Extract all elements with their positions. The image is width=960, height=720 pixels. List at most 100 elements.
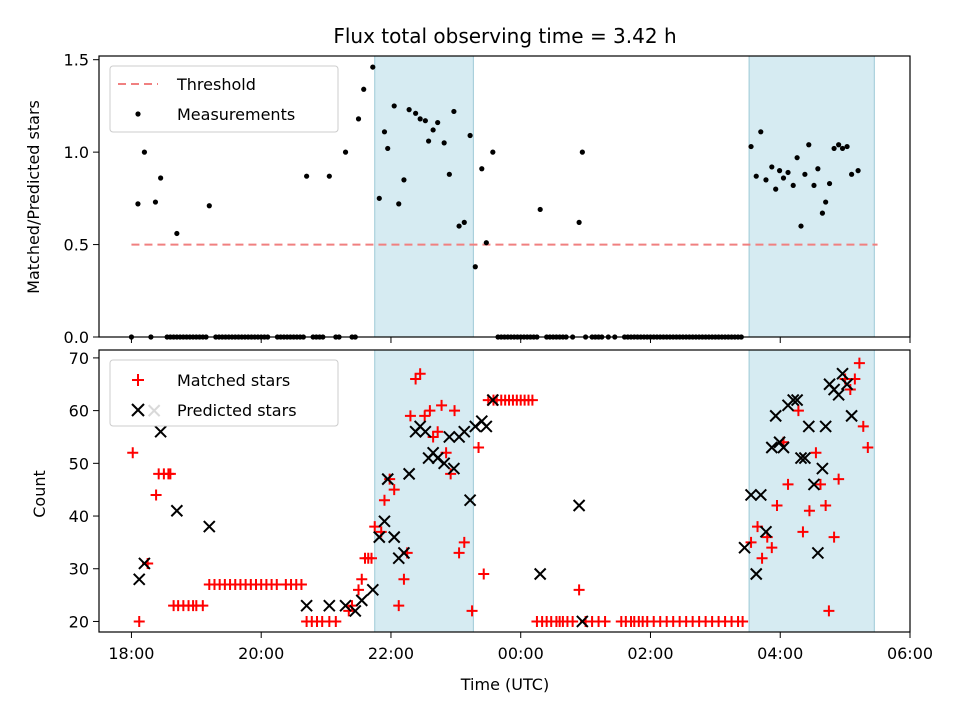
predicted-star-point <box>154 425 167 438</box>
bottom-panel: 20 30 40 50 60 70 18:00 20:00 22:00 00:00 02:00 04… <box>30 349 933 694</box>
matched-star-point <box>436 399 448 411</box>
highlight-span-1 <box>374 55 474 338</box>
matched-star-point <box>356 573 368 585</box>
matched-star-point <box>432 426 444 438</box>
measurement-point <box>361 86 367 92</box>
measurement-point <box>401 177 407 183</box>
predicted-star-point <box>765 441 779 454</box>
measurement-point <box>763 177 769 183</box>
predicted-star-point <box>203 520 216 533</box>
matched-star-point <box>526 394 538 406</box>
measurement-point <box>855 168 861 174</box>
measurement-point <box>844 143 850 150</box>
predicted-star-point <box>402 467 416 481</box>
measurement-point <box>326 173 332 179</box>
measurement-point <box>441 140 447 146</box>
predicted-star-point <box>816 462 829 475</box>
predicted-star-point <box>463 494 477 507</box>
measurement-point <box>576 219 582 225</box>
matched-star-point <box>404 410 416 422</box>
predicted-star-point <box>769 409 782 423</box>
predicted-star-point <box>349 604 362 618</box>
matched-star-point <box>737 615 749 627</box>
matched-star-point <box>473 442 485 454</box>
matched-star-point <box>828 531 840 543</box>
matched-star-point <box>771 499 783 511</box>
matched-star-point <box>398 573 410 585</box>
predicted-star-point <box>366 583 380 597</box>
matched-star-point <box>466 605 478 617</box>
measurement-point <box>406 107 412 113</box>
top-ytick-label: 1.0 <box>64 143 89 162</box>
predicted-star-point <box>397 546 411 560</box>
measurement-point <box>385 145 391 152</box>
bottom-xtick-label: 02:00 <box>627 644 673 663</box>
predicted-star-point <box>373 530 386 544</box>
matched-star-point <box>346 600 358 612</box>
bottom-xlabel: Time (UTC) <box>460 675 549 694</box>
predicted-star-point <box>378 515 391 528</box>
predicted-star-point <box>355 594 368 607</box>
predicted-star-point <box>832 388 845 402</box>
matched-star-point <box>388 484 400 496</box>
predicted-star-point <box>738 541 751 554</box>
predicted-star-point <box>754 488 767 502</box>
matched-star-point <box>567 615 579 627</box>
matched-star-point <box>833 473 845 485</box>
matched-star-point <box>445 468 457 480</box>
legend-matched-label: Matched stars <box>177 371 290 390</box>
predicted-star-point <box>790 393 804 407</box>
highlight-span-2 <box>748 349 875 633</box>
measurement-point <box>785 169 791 176</box>
measurement-point <box>790 182 796 189</box>
predicted-star-point <box>811 546 825 560</box>
measurement-point <box>748 143 754 150</box>
bottom-ytick-label: 50 <box>69 454 89 473</box>
predicted-star-point <box>458 425 471 438</box>
top-panel: 0.0 0.5 1.0 1.5 Matched/Predicted stars Thr… <box>24 51 911 347</box>
bottom-ytick-label: 20 <box>69 612 89 631</box>
matched-star-point <box>197 600 209 612</box>
measurement-point <box>849 171 855 177</box>
measurement-point <box>815 166 821 172</box>
measurement-point <box>355 116 362 122</box>
legend-measurements-swatch <box>135 111 141 117</box>
matched-star-point <box>365 552 377 564</box>
predicted-star-point <box>480 420 493 433</box>
matched-star-point <box>857 420 869 432</box>
matched-star-point <box>844 384 856 396</box>
measurement-point <box>802 171 808 177</box>
matched-star-point <box>458 536 470 548</box>
measurement-point <box>776 168 783 174</box>
measurement-point <box>391 103 397 109</box>
measurement-point <box>430 127 436 133</box>
measurement-point <box>806 142 812 148</box>
measurement-point <box>456 223 462 229</box>
bottom-ytick-label: 60 <box>69 402 89 421</box>
measurement-point <box>758 129 764 135</box>
matched-star-point <box>353 584 365 596</box>
bottom-xtick-label: 22:00 <box>368 644 414 663</box>
measurement-point <box>467 132 473 139</box>
measurement-point <box>135 201 141 207</box>
top-ytick-label: 0.5 <box>64 236 89 255</box>
matched-star-point <box>599 615 611 627</box>
measurement-point <box>152 199 159 205</box>
bottom-ytick-label: 40 <box>69 507 89 526</box>
measurement-point <box>769 164 775 170</box>
measurement-point <box>174 230 180 237</box>
predicted-star-point <box>759 525 773 539</box>
measurement-point <box>425 138 432 144</box>
measurement-point <box>819 210 826 216</box>
predicted-star-point <box>794 451 808 465</box>
matched-star-point <box>803 505 815 517</box>
predicted-star-point <box>533 567 547 581</box>
measurement-point <box>811 182 817 189</box>
predicted-star-point <box>437 457 451 470</box>
measurement-point <box>158 175 164 181</box>
legend-threshold-label: Threshold <box>176 75 256 94</box>
measurement-point <box>422 118 428 124</box>
predicted-star-point <box>447 462 461 475</box>
measurement-point <box>537 206 543 213</box>
